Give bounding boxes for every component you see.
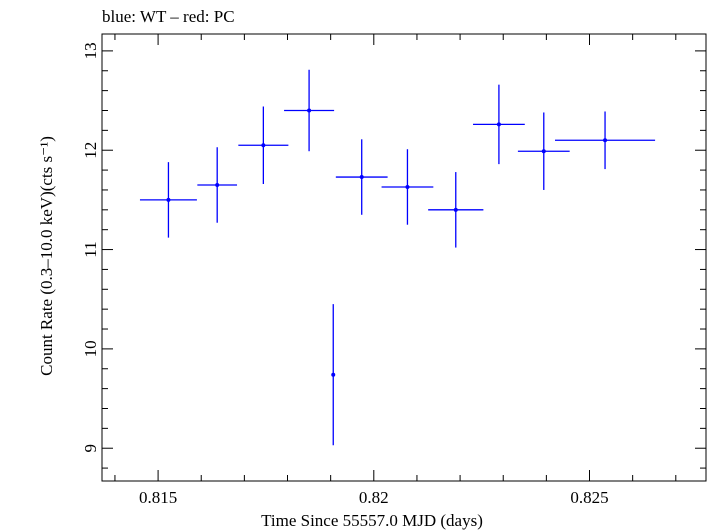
y-tick-label: 13 bbox=[81, 42, 100, 59]
axes: 0.815 0.82 0.825 9 10 11 12 13 bbox=[81, 34, 706, 507]
point-marker bbox=[405, 184, 410, 189]
data-point bbox=[428, 172, 484, 248]
y-tick-label: 11 bbox=[81, 241, 100, 257]
point-marker bbox=[215, 182, 220, 187]
data-point bbox=[517, 112, 570, 190]
data-point bbox=[381, 149, 434, 225]
point-marker bbox=[307, 108, 312, 113]
point-marker bbox=[603, 138, 608, 143]
y-tick-label: 10 bbox=[81, 340, 100, 357]
point-marker bbox=[166, 197, 171, 202]
data-point bbox=[335, 139, 388, 215]
point-marker bbox=[261, 143, 266, 148]
y-tick-label: 12 bbox=[81, 142, 100, 159]
data-point bbox=[139, 162, 197, 238]
point-marker bbox=[359, 175, 364, 180]
data-point bbox=[331, 304, 336, 446]
plot-frame bbox=[101, 33, 707, 482]
point-marker bbox=[541, 149, 546, 154]
x-tick-label: 0.82 bbox=[359, 488, 389, 507]
x-tick-label: 0.815 bbox=[139, 488, 177, 507]
data-points bbox=[139, 69, 656, 446]
data-point bbox=[238, 106, 289, 184]
data-point bbox=[473, 84, 525, 165]
data-point bbox=[284, 69, 335, 152]
point-marker bbox=[331, 372, 336, 377]
y-tick-label: 9 bbox=[81, 444, 100, 453]
point-marker bbox=[453, 207, 458, 212]
data-point bbox=[197, 147, 238, 223]
point-marker bbox=[496, 122, 501, 127]
y-axis-label: Count Rate (0.3–10.0 keV)(cts s⁻¹) bbox=[37, 136, 56, 376]
chart-title: blue: WT – red: PC bbox=[102, 7, 235, 26]
data-point bbox=[555, 111, 656, 170]
x-tick-label: 0.825 bbox=[570, 488, 608, 507]
x-axis-label: Time Since 55557.0 MJD (days) bbox=[261, 511, 483, 530]
